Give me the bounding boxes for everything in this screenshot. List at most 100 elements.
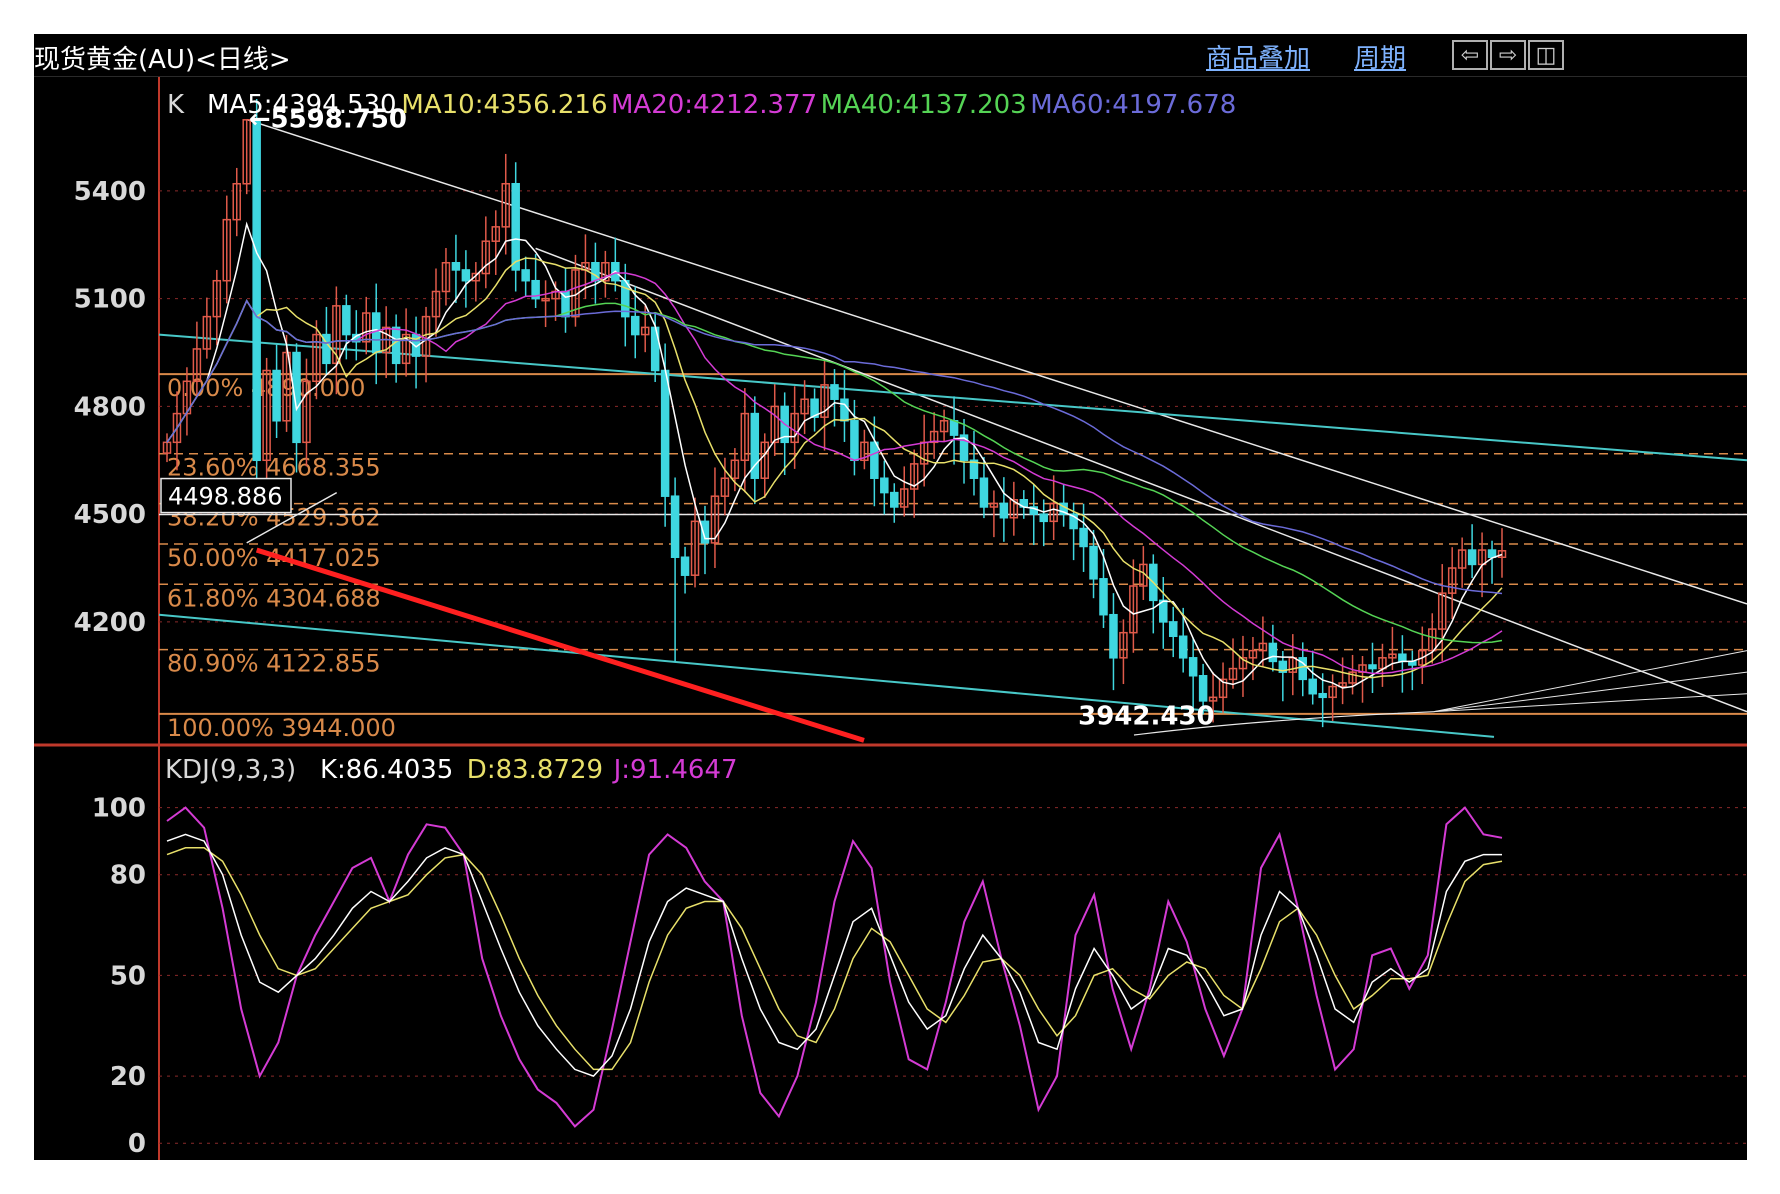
kdj-value-1: D:83.8729 — [467, 755, 603, 785]
period-link[interactable]: 周期 — [1354, 44, 1407, 74]
crosshair-value: 4498.886 — [168, 483, 283, 511]
ma-label-4: MA60:4197.678 — [1030, 90, 1236, 120]
trend-line-short — [246, 491, 338, 544]
candle-down — [890, 491, 899, 508]
ma-label-0: MA5:4394.530 — [207, 90, 397, 120]
candle-down — [371, 312, 381, 354]
candle-up — [1338, 682, 1347, 688]
kdj-indicator-label: KDJ(9,3,3) — [165, 755, 296, 785]
price-tick-label: 4800 — [74, 392, 146, 422]
candle-down — [750, 412, 760, 479]
candle-up — [1228, 667, 1238, 681]
candle-down — [342, 305, 351, 336]
ma-label-1: MA10:4356.216 — [401, 90, 607, 120]
kdj-tick-label: 100 — [92, 794, 146, 824]
candle-up — [1009, 499, 1019, 519]
candle-up — [1457, 549, 1467, 569]
candle-down — [670, 495, 680, 558]
candle-down — [1159, 599, 1168, 623]
candle-up — [541, 297, 550, 302]
candle-down — [870, 441, 879, 479]
kdj-k-line — [166, 833, 1502, 1077]
trend-line-mid — [535, 247, 1747, 713]
candle-down — [660, 369, 670, 497]
candle-down — [272, 369, 281, 422]
trend-line-red — [255, 547, 865, 743]
ma-label-2: MA20:4212.377 — [611, 90, 817, 120]
kdj-d-line — [166, 847, 1503, 1071]
ma-label-3: MA40:4137.203 — [821, 90, 1027, 120]
candle-up — [770, 405, 779, 444]
candle-down — [1109, 613, 1118, 659]
candle-up — [1428, 628, 1437, 652]
chart-title: 现货黄金(AU)<日线> — [34, 45, 291, 75]
arc-line — [1133, 711, 1435, 736]
candle-up — [212, 279, 222, 318]
kdj-tick-label: 0 — [128, 1129, 146, 1159]
candle-up — [222, 218, 232, 282]
candle-up — [282, 351, 291, 422]
candle-up — [929, 430, 939, 444]
candle-up — [1447, 567, 1457, 594]
candle-up — [1218, 678, 1228, 699]
candle-down — [252, 119, 261, 462]
price-tick-label: 4500 — [74, 500, 146, 530]
candle-up — [800, 398, 809, 415]
candle-down — [630, 315, 640, 336]
candle-down — [531, 279, 540, 300]
moving-average-layer — [166, 221, 1503, 689]
candle-up — [1328, 685, 1337, 699]
candle-down — [1308, 678, 1317, 695]
candle-down — [850, 420, 859, 462]
candle-down — [680, 556, 690, 576]
chart-terminal: 0.00% 4890.000 23.60% 4668.355 38.20% 4529… — [34, 34, 1747, 1160]
price-tick-label: 5400 — [74, 177, 146, 207]
overlay-commodity-link[interactable]: 商品叠加 — [1206, 44, 1311, 74]
candle-down — [1178, 635, 1188, 659]
candle-up — [1049, 502, 1058, 523]
kdj-j-line — [166, 806, 1503, 1128]
candle-down — [979, 477, 989, 508]
candle-up — [471, 272, 481, 282]
candle-down — [1039, 513, 1048, 523]
candle-down — [1168, 621, 1178, 638]
kdj-tick-label: 20 — [110, 1062, 146, 1092]
candle-up — [710, 495, 720, 544]
candle-down — [1298, 657, 1307, 681]
candle-up — [401, 333, 411, 365]
kdj-tick-label: 50 — [110, 961, 146, 991]
candle-up — [481, 240, 491, 275]
candle-down — [1398, 653, 1407, 663]
candle-up — [312, 333, 321, 383]
indicator-label: K — [167, 90, 185, 120]
arrow-right-icon[interactable]: ⇨ — [1490, 40, 1526, 70]
candle-up — [262, 369, 271, 462]
crosshair-value-box — [160, 477, 292, 514]
candle-up — [491, 226, 501, 242]
kdj-tick-label: 80 — [110, 861, 146, 891]
candle-up — [232, 182, 241, 221]
fibonacci-label: 100.00% 3944.000 — [167, 714, 396, 742]
candle-down — [1099, 578, 1108, 616]
candle-down — [461, 269, 471, 282]
candle-down — [840, 398, 849, 422]
arrow-left-icon[interactable]: ⇦ — [1452, 40, 1488, 70]
ma60-line — [166, 299, 1503, 595]
candle-up — [362, 312, 371, 343]
candle-down — [999, 502, 1009, 519]
candle-down — [1268, 642, 1278, 663]
ma20-line — [166, 272, 1503, 675]
candle-up — [640, 326, 650, 336]
candle-up — [1208, 696, 1218, 702]
candle-down — [880, 477, 889, 494]
candle-down — [292, 351, 301, 444]
fan-line-c — [1433, 693, 1747, 713]
candle-down — [959, 434, 969, 462]
candle-down — [511, 182, 520, 271]
trendline-layer — [158, 118, 1747, 743]
ma10-line — [166, 257, 1503, 679]
candle-up — [242, 119, 251, 185]
candle-down — [969, 459, 979, 479]
layout-icon[interactable]: ◫ — [1528, 40, 1564, 70]
